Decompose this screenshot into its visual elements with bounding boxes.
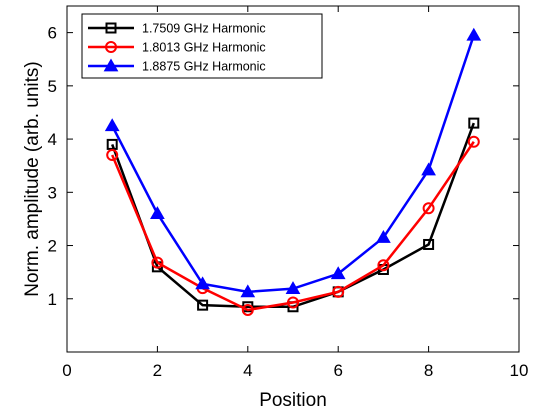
y-tick-label: 3: [48, 183, 57, 202]
legend-marker: [105, 41, 117, 53]
x-tick-label: 8: [424, 361, 433, 380]
y-axis-label: Norm. amplitude (arb. units): [22, 61, 43, 296]
legend-marker: [105, 22, 117, 34]
series-line: [111, 141, 475, 312]
data-point-marker: [285, 281, 301, 295]
data-point-marker: [332, 285, 345, 298]
data-point-marker: [241, 303, 254, 316]
data-point-marker: [106, 138, 118, 150]
series-layer: [104, 27, 482, 316]
data-point-marker: [106, 149, 119, 162]
legend: 1.7509 GHz Harmonic 1.8013 GHz Harmonic 1.…: [81, 13, 323, 79]
y-tick-label: 1: [48, 290, 57, 309]
data-point-marker: [467, 135, 480, 148]
data-point-marker: [287, 296, 299, 309]
data-point-marker: [197, 299, 209, 311]
series-3: [104, 27, 482, 298]
data-point-marker: [240, 284, 256, 298]
data-point-marker: [422, 202, 435, 215]
legend-label: 1.7509 GHz Harmonic: [142, 22, 266, 36]
y-tick-label: 5: [48, 77, 57, 96]
legend-entry: 1.8013 GHz Harmonic: [88, 41, 266, 55]
y-tick-label: 6: [48, 24, 57, 43]
y-tick-label: 4: [48, 130, 57, 149]
legend-label: 1.8013 GHz Harmonic: [142, 41, 266, 55]
data-point-marker: [466, 27, 482, 41]
data-point-marker: [330, 266, 346, 280]
data-point-marker: [151, 256, 164, 269]
x-tick-label: 0: [62, 361, 71, 380]
data-point-marker: [195, 276, 210, 290]
x-tick-label: 6: [333, 361, 342, 380]
data-point-marker: [423, 238, 435, 250]
x-tick-label: 2: [153, 361, 162, 380]
data-point-marker: [376, 230, 391, 243]
legend-marker: [103, 58, 119, 72]
x-axis-label: Position: [259, 390, 327, 411]
x-tick-label: 4: [243, 361, 252, 380]
x-tick-label: 10: [510, 361, 529, 380]
y-tick-label: 2: [48, 237, 57, 256]
legend-entry: 1.7509 GHz Harmonic: [88, 22, 266, 36]
data-point-marker: [421, 162, 436, 176]
data-point-marker: [104, 118, 120, 132]
data-point-marker: [377, 259, 390, 272]
legend-label: 1.8875 GHz Harmonic: [142, 60, 266, 74]
data-point-marker: [150, 206, 165, 219]
legend-entry: 1.8875 GHz Harmonic: [88, 58, 266, 74]
data-point-marker: [468, 117, 480, 129]
